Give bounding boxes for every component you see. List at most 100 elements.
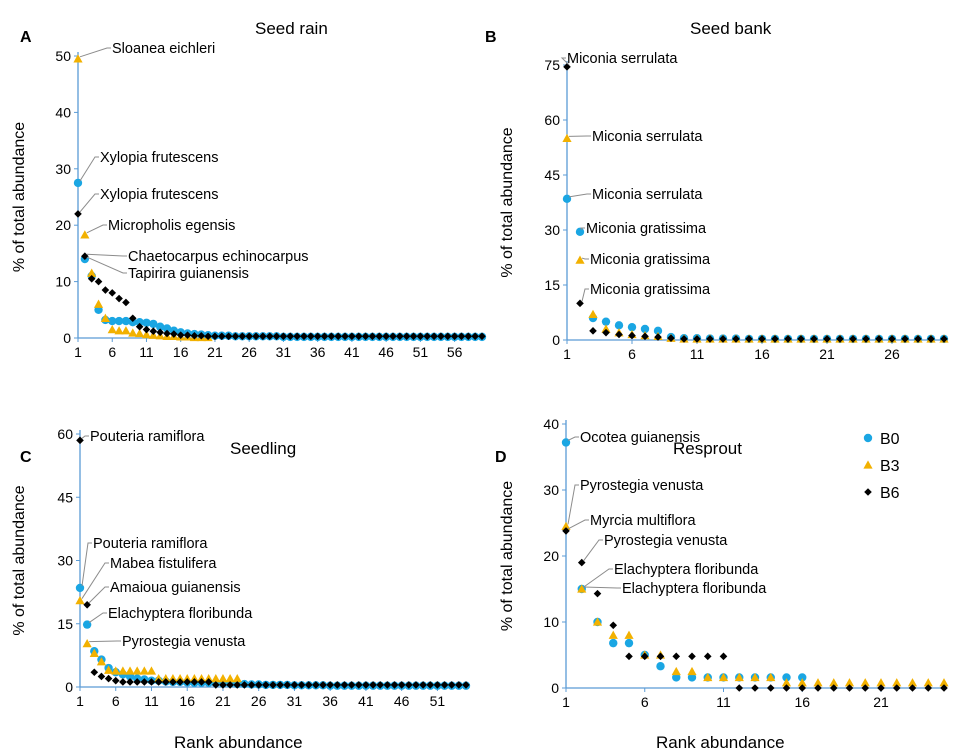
data-point-b3 [232,673,242,683]
y-tick-label: 30 [544,222,560,238]
y-tick-label: 30 [55,161,71,177]
data-point-b6 [312,681,320,689]
x-tick-label: 31 [276,344,292,360]
data-point-b3 [687,666,697,676]
data-point-b3 [121,326,131,335]
data-point-b6 [133,678,141,686]
y-tick-label: 30 [57,553,73,569]
annotation-leader-line [568,193,591,198]
data-point-b6 [396,332,404,341]
data-point-b6 [672,652,681,661]
data-point-b3 [577,584,587,593]
data-point-b6 [115,294,123,303]
x-tick-label: 1 [76,693,84,709]
data-point-b3 [892,678,902,687]
data-point-b6 [231,332,240,341]
data-point-b6 [204,332,212,341]
annotation-leader-line [581,257,589,260]
data-point-b6 [693,335,701,343]
data-point-b6 [577,558,586,567]
series-b0 [561,438,807,682]
annotation-leader-line [583,586,621,589]
data-point-b0 [656,662,665,671]
data-point-b6 [81,252,89,261]
data-point-b6 [183,331,192,339]
series-b6 [562,527,948,692]
data-point-b0 [609,638,618,648]
data-point-b3 [907,678,918,687]
data-point-b3 [139,666,149,675]
y-tick-label: 60 [544,112,560,128]
data-point-b3 [189,673,199,683]
data-point-b0 [653,326,663,336]
y-tick-label: 60 [57,426,73,442]
panel-a-letter: A [20,29,32,46]
data-point-b3 [829,678,839,687]
x-tick-label: 36 [322,693,338,709]
data-point-b6 [641,332,649,341]
y-tick-label: 10 [55,274,71,290]
data-point-b6 [154,678,163,686]
annotation-leader-line [79,156,99,182]
data-point-b6 [849,335,857,343]
data-point-b6 [142,325,151,334]
data-point-b6 [602,328,610,337]
data-point-b6 [797,335,805,343]
data-point-b3 [93,299,104,308]
data-point-b6 [368,332,377,341]
annotation-label: Ocotea guianensis [580,430,700,446]
data-point-b6 [703,652,712,661]
data-point-b6 [307,332,315,341]
data-point-b6 [333,681,342,689]
x-tick-label: 41 [358,693,374,709]
data-point-b6 [272,332,281,341]
data-point-b6 [156,328,164,337]
data-point-b6 [122,298,130,307]
legend-marker-b0 [863,433,873,443]
y-tick-label: 0 [65,679,73,695]
data-point-b6 [412,681,420,689]
data-point-b6 [382,332,390,341]
x-tick-label: 46 [394,693,410,709]
panel-a: A Seed rain % of total abundance 0 10 20 30 40 5… [11,19,487,360]
data-point-b6 [861,684,870,692]
x-tick-label: 41 [344,344,360,360]
annotation-label: Pyrostegia venusta [604,533,728,549]
data-point-b6 [176,331,185,339]
annotation-leader-line [583,539,603,561]
data-point-b6 [416,332,425,341]
x-tick-label: 6 [108,344,116,360]
data-point-b0 [562,194,572,204]
x-tick-label: 1 [563,346,571,362]
data-point-b6 [147,678,156,686]
data-point-b6 [732,335,740,343]
annotation-leader-line [81,435,89,439]
data-point-b3 [781,678,792,687]
panel-b-title: Seed bank [690,19,772,38]
series-b3 [75,595,242,683]
data-point-b6 [76,436,84,445]
data-point-b0 [149,319,158,329]
data-point-b0 [142,318,151,327]
data-point-b3 [860,678,870,687]
series-b3 [73,54,213,342]
y-tick-label: 75 [544,57,560,73]
annotation-leader-line [79,193,99,213]
data-point-b6 [83,600,91,609]
data-point-b6 [279,332,288,341]
data-point-b0 [575,227,585,237]
data-point-b6 [766,684,775,692]
data-point-b6 [914,335,922,343]
data-point-b0 [687,673,697,682]
data-point-b6 [829,684,838,692]
data-point-b6 [276,681,284,689]
data-point-b6 [233,681,242,689]
x-tick-label: 6 [112,693,120,709]
data-point-b6 [259,332,267,341]
annotation-label: Miconia gratissima [586,221,707,237]
data-point-b6 [97,672,106,681]
data-point-b6 [320,332,329,341]
data-point-b0 [121,316,131,326]
series-b6 [76,436,470,689]
data-point-b6 [375,332,384,341]
